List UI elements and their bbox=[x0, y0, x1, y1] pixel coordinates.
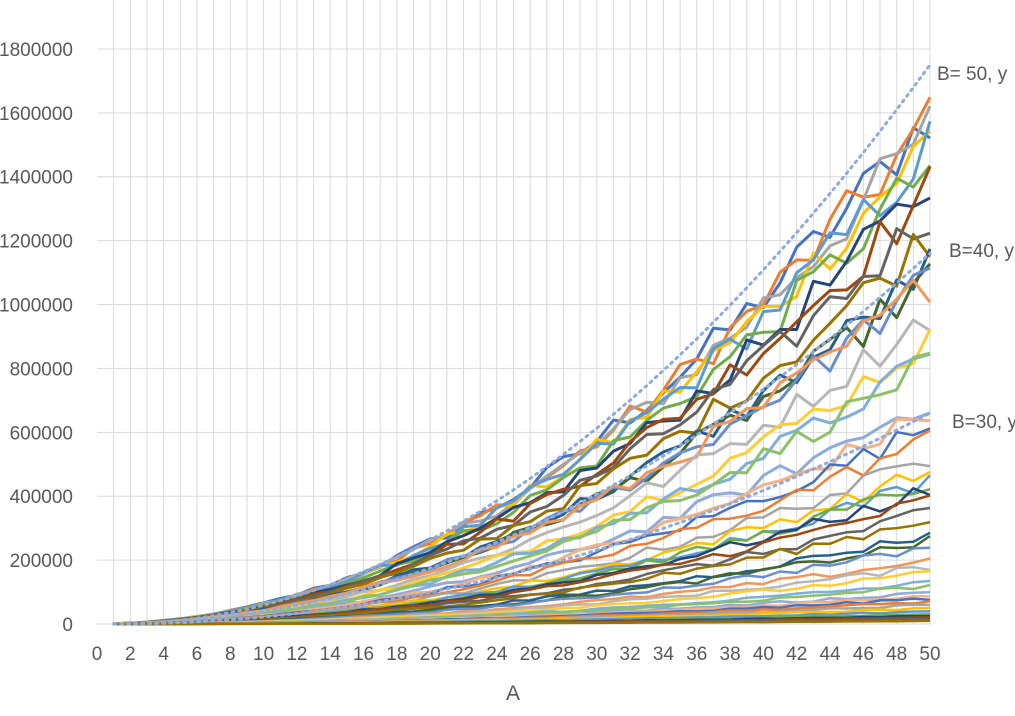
y-tick-labels: 0 200000 400000 600000 800000 1000000 1200000 1… bbox=[0, 40, 73, 636]
trendline-label: B=40, y bbox=[949, 241, 1014, 262]
y-tick-label: 1400000 bbox=[0, 168, 73, 189]
x-tick-label: 4 bbox=[158, 644, 169, 665]
x-tick-label: 26 bbox=[520, 644, 541, 665]
x-tick-label: 2 bbox=[125, 644, 136, 665]
series-line bbox=[113, 129, 932, 626]
x-tick-label: 6 bbox=[192, 644, 203, 665]
trendline bbox=[112, 251, 932, 626]
series-line bbox=[113, 278, 932, 626]
annotations: B= 50, y B=40, y B=30, y bbox=[937, 64, 1015, 433]
x-tick-label: 12 bbox=[286, 644, 307, 665]
x-tick-label: 38 bbox=[720, 644, 741, 665]
x-tick-label: 28 bbox=[553, 644, 574, 665]
trendlines bbox=[112, 63, 932, 626]
series-line bbox=[113, 619, 931, 626]
y-tick-label: 1000000 bbox=[0, 296, 73, 317]
series-line bbox=[113, 126, 931, 626]
x-tick-label: 30 bbox=[586, 644, 607, 665]
x-axis-title: A bbox=[506, 682, 520, 705]
y-tick-label: 0 bbox=[62, 615, 73, 636]
x-tick-label: 36 bbox=[686, 644, 707, 665]
x-tick-label: 20 bbox=[420, 644, 441, 665]
y-tick-label: 1600000 bbox=[0, 104, 73, 125]
x-tick-label: 22 bbox=[453, 644, 474, 665]
y-tick-label: 400000 bbox=[10, 487, 73, 508]
trendline bbox=[112, 63, 932, 626]
x-tick-label: 10 bbox=[253, 644, 274, 665]
x-tick-label: 18 bbox=[386, 644, 407, 665]
trendline-label: B=30, y bbox=[952, 412, 1015, 433]
x-tick-label: 50 bbox=[919, 644, 940, 665]
y-tick-label: 600000 bbox=[10, 423, 73, 444]
x-tick-labels: 0 2 4 6 8 10 12 14 16 18 20 22 24 26 28 30 32 34 36 38 40 42 4… bbox=[92, 644, 941, 665]
x-tick-label: 46 bbox=[853, 644, 874, 665]
x-tick-label: 40 bbox=[753, 644, 774, 665]
y-tick-label: 1200000 bbox=[0, 232, 73, 253]
x-tick-label: 0 bbox=[92, 644, 103, 665]
x-tick-label: 42 bbox=[786, 644, 807, 665]
x-tick-label: 16 bbox=[353, 644, 374, 665]
series-lines bbox=[113, 96, 932, 626]
y-tick-label: 1800000 bbox=[0, 40, 73, 61]
x-tick-label: 34 bbox=[653, 644, 675, 665]
x-tick-label: 14 bbox=[320, 644, 342, 665]
trendline bbox=[112, 411, 932, 626]
x-tick-label: 24 bbox=[486, 644, 508, 665]
x-tick-label: 48 bbox=[886, 644, 907, 665]
trendline-label: B= 50, y bbox=[937, 64, 1008, 85]
x-tick-label: 44 bbox=[819, 644, 841, 665]
x-tick-label: 8 bbox=[225, 644, 236, 665]
x-tick-label: 32 bbox=[620, 644, 641, 665]
y-tick-label: 800000 bbox=[10, 359, 73, 380]
y-tick-label: 200000 bbox=[10, 551, 73, 572]
series-line bbox=[113, 164, 932, 626]
